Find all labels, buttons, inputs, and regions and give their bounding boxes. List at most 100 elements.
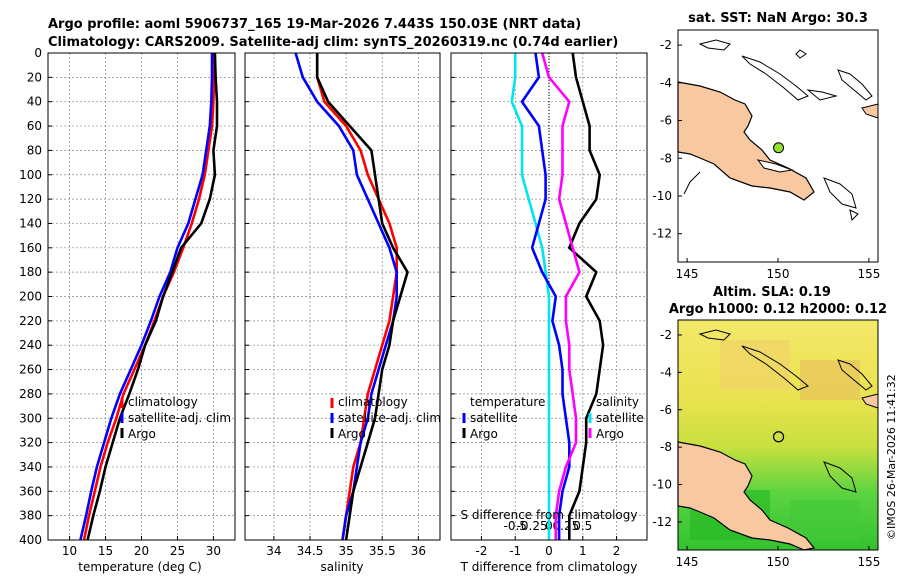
legend-temp-satellite: satellite xyxy=(470,411,518,425)
map1-coast xyxy=(683,171,701,195)
y-tick-label: 100 xyxy=(19,168,42,182)
map2-anomaly-patch xyxy=(800,360,860,400)
map-y-tick-label: -4 xyxy=(660,76,672,90)
map-y-tick-label: -8 xyxy=(660,440,672,454)
map-y-tick-label: -12 xyxy=(652,515,672,529)
legend-sal-argo: Argo xyxy=(596,427,624,441)
temperature-panel: 10 15 20 25 30020406080100120140160180200220… xyxy=(19,46,236,558)
y-tick-label: 280 xyxy=(19,387,42,401)
x-tick-label: 30 xyxy=(206,544,221,558)
x-tick-label: 34.5 xyxy=(297,544,324,558)
map2-island xyxy=(823,461,857,493)
x-tick-label: 34 xyxy=(266,544,281,558)
map1-island xyxy=(698,39,731,51)
legend-climatology: climatology xyxy=(128,395,198,409)
x-tick-label: 1 xyxy=(579,544,587,558)
map1-island xyxy=(861,103,879,119)
series-line-satellite-adj-clim xyxy=(79,53,214,541)
map-y-tick-label: -10 xyxy=(652,478,672,492)
series-line-climatology xyxy=(315,53,398,541)
x-tick-label: 35.5 xyxy=(369,544,396,558)
difference-legend: temperature satellite Argo salinity sate… xyxy=(462,395,644,441)
y-tick-label: 20 xyxy=(27,70,42,84)
title-line-2: Climatology: CARS2009. Satellite-adj cli… xyxy=(48,35,618,50)
y-tick-label: 220 xyxy=(19,314,42,328)
series-line-argo xyxy=(86,52,219,541)
legend-sal-satellite: satellite xyxy=(596,411,644,425)
map2-island xyxy=(741,345,809,391)
map1-island xyxy=(837,69,873,101)
map2-title-line-2: Argo h1000: 0.12 h2000: 0.12 xyxy=(669,302,887,317)
legend-satellite: satellite-adj. clim xyxy=(338,411,441,425)
top-tick-label: 0.5 xyxy=(573,519,592,533)
y-tick-label: 60 xyxy=(27,119,42,133)
y-tick-label: 120 xyxy=(19,192,42,206)
map-y-tick-label: -10 xyxy=(652,189,672,203)
y-tick-label: 260 xyxy=(19,363,42,377)
x-tick-label: 25 xyxy=(170,544,185,558)
plot-frame xyxy=(450,52,648,541)
plot-frame xyxy=(47,52,236,541)
map-x-tick-label: 150 xyxy=(767,267,790,281)
map2-land xyxy=(677,441,816,551)
map-x-tick-label: 155 xyxy=(857,267,880,281)
x-tick-label: 36 xyxy=(411,544,426,558)
plot-frame xyxy=(244,52,441,541)
salinity-xlabel: salinity xyxy=(320,560,363,574)
x-tick-label: 2 xyxy=(613,544,621,558)
map2-argo-marker xyxy=(772,431,785,443)
map-x-tick-label: 145 xyxy=(676,267,699,281)
map2-island xyxy=(837,359,873,391)
y-tick-label: 200 xyxy=(19,290,42,304)
x-tick-label: 0 xyxy=(545,544,553,558)
map2-title-line-1: Altim. SLA: 0.19 xyxy=(713,285,831,300)
map1-island xyxy=(795,49,807,59)
map2-island xyxy=(698,329,731,341)
map1-island xyxy=(823,177,857,209)
map1-title: sat. SST: NaN Argo: 30.3 xyxy=(688,11,868,26)
y-tick-label: 360 xyxy=(19,484,42,498)
y-tick-label: 400 xyxy=(19,533,42,547)
legend-argo: Argo xyxy=(128,427,156,441)
y-tick-label: 240 xyxy=(19,338,42,352)
series-line-satellite-adj-clim xyxy=(294,52,398,541)
map2: 145 150 155 -2 -4 -6 -8 -10 -12 xyxy=(652,319,880,569)
y-tick-label: 380 xyxy=(19,509,42,523)
map-y-tick-label: -6 xyxy=(660,403,672,417)
map-x-tick-label: 145 xyxy=(676,555,699,569)
map-x-tick-label: 155 xyxy=(857,555,880,569)
map2-anomaly-patch xyxy=(790,500,860,540)
map1: 145 150 155 -2 -4 -6 -8 -10 -12 xyxy=(652,29,880,281)
map2-axes: 145 150 155 -2 -4 -6 -8 -10 -12 xyxy=(652,328,880,569)
temperature-xlabel: temperature (deg C) xyxy=(78,560,201,574)
map1-argo-marker xyxy=(773,142,785,154)
map-y-tick-label: -4 xyxy=(660,365,672,379)
map1-island xyxy=(849,209,859,222)
map2-anomaly-patch xyxy=(720,340,790,390)
salinity-panel: 34 34.5 35 35.5 36 xyxy=(244,52,441,558)
top-tick-label: -0.25 xyxy=(517,519,548,533)
top-tick-label: -0.5 xyxy=(503,519,526,533)
y-tick-label: 180 xyxy=(19,265,42,279)
imos-timestamp: ©IMOS 26-Mar-2026 11:41:32 xyxy=(885,374,898,540)
y-tick-label: 80 xyxy=(27,143,42,157)
y-tick-label: 160 xyxy=(19,241,42,255)
map1-axes: 145 150 155 -2 -4 -6 -8 -10 -12 xyxy=(652,38,880,281)
y-tick-label: 40 xyxy=(27,95,42,109)
legend-satellite: satellite-adj. clim xyxy=(128,411,231,425)
difference-top-axis-label: S difference from climatology xyxy=(461,508,638,522)
map-x-tick-label: 150 xyxy=(767,555,790,569)
salinity-legend: climatology satellite-adj. clim Argo xyxy=(330,395,441,441)
legend-climatology: climatology xyxy=(338,395,408,409)
map-y-tick-label: -12 xyxy=(652,227,672,241)
legend-argo: Argo xyxy=(338,427,366,441)
map-y-tick-label: -2 xyxy=(660,328,672,342)
series-line-temperature-satellite xyxy=(510,53,551,540)
series-line-temperature-argo xyxy=(568,52,605,540)
series-line-salinity-argo xyxy=(540,52,581,540)
difference-xlabel: T difference from climatology xyxy=(460,560,638,574)
x-tick-label: 15 xyxy=(98,544,113,558)
legend-temperature-title: temperature xyxy=(470,395,545,409)
map-y-tick-label: -2 xyxy=(660,38,672,52)
